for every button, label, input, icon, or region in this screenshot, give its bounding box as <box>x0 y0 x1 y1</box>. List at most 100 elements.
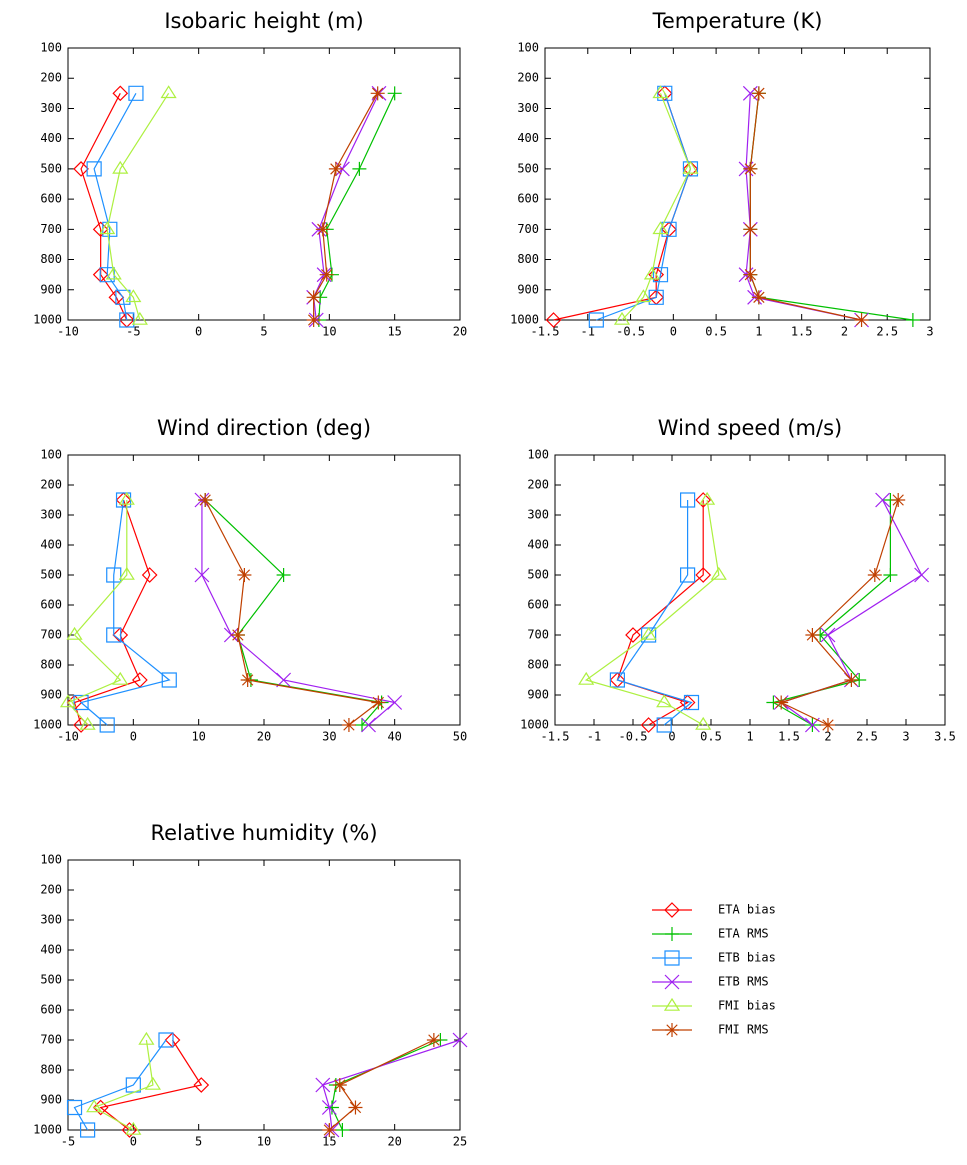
marker <box>821 718 835 732</box>
marker <box>355 718 369 732</box>
x-tick-label: 3 <box>926 325 933 339</box>
y-tick-label: 400 <box>517 131 539 145</box>
x-tick-label: -1.5 <box>541 730 570 744</box>
marker <box>92 1099 109 1116</box>
marker <box>640 717 657 733</box>
legend-marker <box>665 927 679 941</box>
marker <box>92 221 109 238</box>
marker <box>452 1032 468 1048</box>
marker <box>322 1123 337 1137</box>
marker <box>609 672 625 688</box>
y-tick-label: 100 <box>517 41 539 55</box>
marker <box>695 492 712 508</box>
series-line <box>779 499 923 726</box>
y-tick-label: 300 <box>517 101 539 115</box>
y-tick-label: 1000 <box>33 718 62 732</box>
marker <box>891 493 906 507</box>
y-tick-label: 800 <box>527 658 549 672</box>
marker <box>680 567 696 583</box>
series-line <box>779 499 899 726</box>
marker <box>805 628 820 642</box>
marker <box>86 161 102 177</box>
marker <box>138 1031 155 1045</box>
y-tick-label: 200 <box>40 883 62 897</box>
y-tick-label: 700 <box>527 628 549 642</box>
marker <box>652 85 669 99</box>
marker <box>905 313 920 327</box>
series-line <box>79 499 171 726</box>
chart-title: Wind direction (deg) <box>157 416 371 440</box>
y-tick-label: 500 <box>40 161 62 175</box>
marker <box>230 628 245 642</box>
y-tick-label: 900 <box>517 282 539 296</box>
marker <box>352 161 367 176</box>
marker <box>106 627 122 643</box>
x-tick-label: 20 <box>453 325 467 339</box>
marker <box>710 566 727 580</box>
marker <box>578 671 595 685</box>
y-tick-label: 800 <box>40 252 62 266</box>
marker <box>66 626 83 640</box>
y-tick-label: 700 <box>40 628 62 642</box>
legend-marker <box>663 997 681 1011</box>
marker <box>99 717 115 733</box>
marker <box>315 1077 331 1093</box>
marker <box>656 717 672 733</box>
marker <box>141 567 158 583</box>
y-tick-label: 100 <box>527 448 549 462</box>
y-tick-label: 1000 <box>510 313 539 327</box>
legend-label: ETA bias <box>718 903 776 917</box>
y-tick-label: 600 <box>40 598 62 612</box>
chart-title: Wind speed (m/s) <box>658 416 842 440</box>
series-line <box>73 499 151 726</box>
chart-title: Relative humidity (%) <box>150 821 377 845</box>
y-tick-label: 1000 <box>520 718 549 732</box>
marker <box>361 717 376 733</box>
marker <box>237 568 252 582</box>
y-tick-label: 900 <box>527 688 549 702</box>
y-tick-label: 500 <box>40 973 62 987</box>
marker <box>198 493 213 507</box>
x-tick-label: 0.5 <box>705 325 727 339</box>
series-line <box>204 499 383 726</box>
marker <box>99 267 115 283</box>
marker <box>240 673 255 687</box>
legend-label: ETB RMS <box>718 975 769 989</box>
marker <box>86 1099 103 1113</box>
x-tick-label: 1 <box>755 325 762 339</box>
marker <box>545 312 562 328</box>
x-tick-label: 5 <box>195 1135 202 1149</box>
chart-title: Isobaric height (m) <box>164 9 363 33</box>
series-line <box>596 93 692 321</box>
x-tick-label: 15 <box>322 1135 336 1149</box>
x-tick-label: 50 <box>453 730 467 744</box>
series-line <box>616 500 693 726</box>
x-tick-label: 40 <box>387 730 401 744</box>
y-tick-label: 100 <box>40 41 62 55</box>
y-tick-label: 700 <box>40 222 62 236</box>
x-tick-label: 2.5 <box>856 730 878 744</box>
marker <box>643 266 661 280</box>
y-tick-label: 1000 <box>33 313 62 327</box>
marker <box>315 222 330 237</box>
marker <box>371 695 386 710</box>
marker <box>99 221 116 235</box>
y-tick-label: 600 <box>527 598 549 612</box>
marker <box>161 672 177 688</box>
y-tick-label: 900 <box>40 688 62 702</box>
marker <box>640 626 657 640</box>
x-tick-label: 1 <box>746 730 753 744</box>
y-tick-label: 200 <box>527 478 549 492</box>
marker <box>306 290 321 305</box>
y-tick-label: 200 <box>517 71 539 85</box>
x-tick-label: -0.5 <box>616 325 645 339</box>
marker <box>683 694 700 711</box>
marker <box>79 716 96 730</box>
marker <box>306 313 321 327</box>
marker <box>370 86 385 101</box>
y-tick-label: 300 <box>527 508 549 522</box>
marker <box>125 1077 141 1093</box>
series-line <box>93 93 137 321</box>
marker <box>387 86 402 101</box>
marker <box>635 289 652 303</box>
